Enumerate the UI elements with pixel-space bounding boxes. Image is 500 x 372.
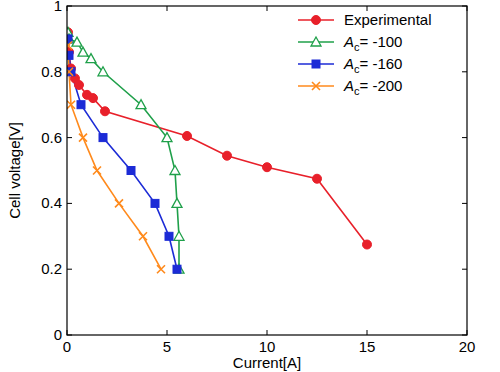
- data-point: [78, 47, 88, 56]
- legend-label: Ac= -200: [343, 77, 402, 97]
- legend-label-part: = -160: [360, 55, 403, 72]
- data-point: [162, 133, 172, 142]
- x-tick: [167, 330, 168, 335]
- data-point: [72, 37, 82, 46]
- data-point: [86, 54, 96, 63]
- data-point: [363, 240, 372, 249]
- y-tick-label: 0.6: [41, 129, 62, 146]
- y-tick: [462, 269, 467, 270]
- y-tick: [67, 137, 72, 138]
- data-point: [93, 167, 101, 175]
- data-point: [89, 94, 98, 103]
- y-tick: [67, 269, 72, 270]
- data-point: [99, 134, 107, 142]
- x-tick: [267, 330, 268, 335]
- x-tick-label: 10: [259, 338, 276, 355]
- data-point: [151, 199, 159, 207]
- y-tick: [67, 203, 72, 204]
- data-point: [172, 198, 182, 207]
- series-line: [68, 45, 161, 269]
- data-point: [127, 167, 135, 175]
- data-point: [77, 101, 85, 109]
- data-point: [157, 265, 165, 273]
- data-point: [136, 100, 146, 109]
- x-tick-label: 20: [459, 338, 476, 355]
- plot-frame: [67, 6, 467, 335]
- data-point: [79, 134, 87, 142]
- x-tick-label: 15: [359, 338, 376, 355]
- data-point: [183, 131, 192, 140]
- legend-label-part: A: [343, 33, 354, 50]
- y-tick-label: 0.8: [41, 63, 62, 80]
- legend-label-part: = -200: [360, 77, 403, 94]
- y-tick: [462, 71, 467, 72]
- legend-label-part: A: [343, 55, 354, 72]
- data-point: [98, 67, 108, 76]
- series-line: [68, 39, 177, 269]
- data-point: [174, 264, 184, 273]
- data-point: [67, 41, 72, 49]
- legend-label: Ac= -160: [343, 55, 402, 75]
- series-line: [68, 32, 179, 269]
- x-tick-label: 5: [163, 338, 171, 355]
- y-tick: [462, 137, 467, 138]
- legend-marker: [312, 16, 321, 25]
- legend-label: Experimental: [344, 11, 432, 28]
- plot-data: [67, 27, 372, 273]
- series-line: [68, 32, 367, 244]
- legend-label: Ac= -100: [343, 33, 402, 53]
- legend-label-part: A: [343, 77, 354, 94]
- data-point: [67, 34, 74, 43]
- y-tick: [462, 203, 467, 204]
- legend-marker: [311, 37, 321, 46]
- x-tick: [267, 6, 268, 11]
- data-point: [170, 166, 180, 175]
- y-tick-label: 0.2: [41, 260, 62, 277]
- data-point: [67, 101, 75, 109]
- data-point: [165, 232, 173, 240]
- data-point: [101, 107, 110, 116]
- x-tick-label: 0: [63, 338, 71, 355]
- data-point: [173, 265, 181, 273]
- legend-marker: [312, 82, 320, 90]
- data-point: [67, 68, 73, 76]
- data-point: [313, 174, 322, 183]
- legend-label-part: = -100: [360, 33, 403, 50]
- y-tick-label: 0: [54, 326, 62, 343]
- y-tick-label: 1: [54, 0, 62, 14]
- y-axis-label: Cell voltage[V]: [6, 122, 23, 219]
- data-point: [263, 163, 272, 172]
- y-tick-label: 0.4: [41, 194, 62, 211]
- data-point: [223, 151, 232, 160]
- x-axis-label: Current[A]: [233, 354, 301, 371]
- data-point: [115, 199, 123, 207]
- chart: 0 5 10 15 20 0 0.2 0.4 0.6 0.8 1 Current[A] Cell vol…: [0, 0, 500, 372]
- x-tick: [167, 6, 168, 11]
- data-point: [67, 51, 73, 59]
- x-tick: [367, 330, 368, 335]
- data-point: [75, 80, 84, 89]
- data-point: [174, 231, 184, 240]
- data-point: [139, 232, 147, 240]
- legend-marker: [312, 60, 320, 68]
